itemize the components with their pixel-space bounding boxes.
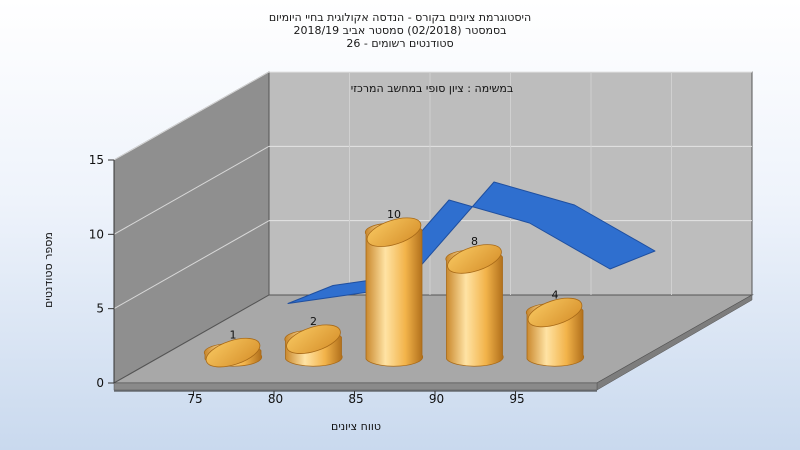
histogram-bar — [203, 337, 263, 368]
bar-top — [205, 337, 261, 368]
x-tick-label: 85 — [348, 392, 363, 406]
y-tick-label: 15 — [89, 153, 104, 167]
chart-title-line-1: היסטוגרמת ציונים בקורס - הנדסה אקולוגית … — [268, 11, 532, 24]
y-tick-label: 0 — [96, 376, 104, 390]
x-tick-label: 90 — [429, 392, 444, 406]
bar-data-label: 4 — [552, 288, 559, 301]
side-gridline — [113, 145, 270, 235]
y-tick-label: 10 — [89, 227, 104, 241]
chart-note: במשימה : ציון סופי במחשב המרכזי — [351, 82, 514, 95]
histogram-bar — [525, 297, 585, 367]
y-tick-label: 5 — [96, 302, 104, 316]
bar-body — [445, 249, 504, 367]
x-tick-label: 75 — [187, 392, 202, 406]
bar-top — [366, 217, 422, 247]
bar-top — [286, 324, 341, 354]
bar-data-label: 10 — [387, 208, 401, 221]
x-tick-label: 80 — [268, 392, 283, 406]
histogram-bar — [445, 244, 504, 367]
bar-top — [527, 297, 583, 328]
x-tick-label: 95 — [509, 392, 524, 406]
floor-front-edge — [113, 382, 598, 391]
x-axis-title: טווח ציונים — [331, 420, 381, 433]
side-gridline — [113, 71, 270, 161]
bar-top — [447, 244, 502, 274]
bar-data-label: 8 — [471, 235, 478, 248]
chart-title-line-3: סטודנטים רשומים - 26 — [346, 37, 454, 50]
y-axis-title: מספר סטודנטים — [42, 232, 55, 308]
histogram-bar — [364, 217, 424, 367]
bar-data-label: 2 — [310, 315, 317, 328]
side-gridline — [113, 220, 270, 310]
histogram-bar — [284, 324, 343, 367]
bar-data-label: 1 — [230, 329, 237, 342]
bar-body — [364, 222, 424, 367]
chart-title-line-2: בסמסטר (02/2018) סמסטר אביב 2018/19 — [293, 24, 507, 37]
